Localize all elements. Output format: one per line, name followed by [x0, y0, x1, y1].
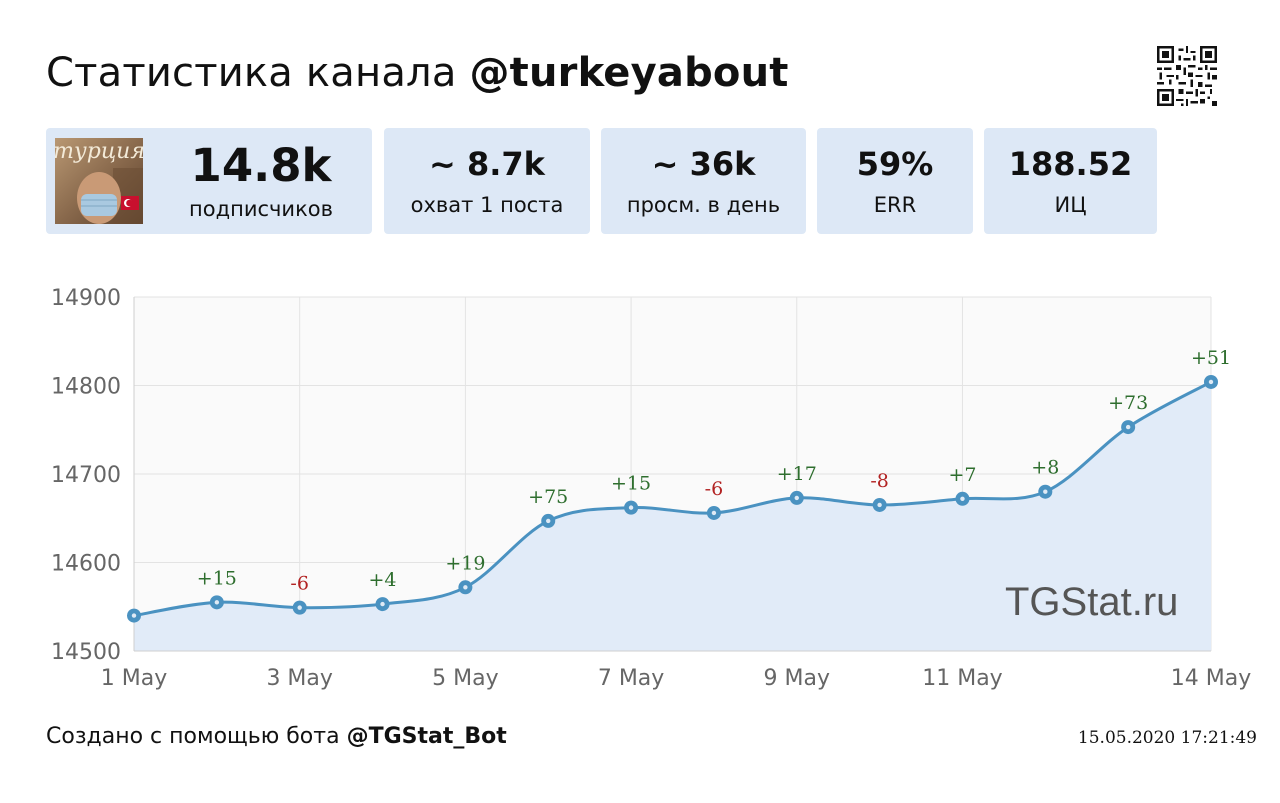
data-point-center	[546, 518, 551, 524]
x-tick-label: 1 May	[101, 666, 167, 691]
data-label: -8	[870, 470, 889, 492]
citation-index-value: 188.52	[1008, 145, 1133, 183]
daily-views-label: просм. в день	[626, 193, 781, 217]
channel-avatar-image: турция	[55, 138, 143, 224]
reach-label: охват 1 поста	[410, 193, 564, 217]
data-label: +7	[948, 464, 976, 486]
data-point-center	[463, 585, 468, 590]
y-tick-label: 14900	[51, 286, 121, 311]
x-tick-label: 7 May	[598, 666, 664, 691]
stat-card-daily-views: ~ 36k просм. в день	[601, 128, 806, 234]
qr-code-icon	[1157, 46, 1217, 106]
data-label: +4	[369, 569, 397, 591]
data-point-center	[214, 600, 220, 605]
data-point-center	[960, 496, 965, 501]
err-value: 59%	[856, 145, 934, 183]
x-tick-label: 9 May	[764, 666, 830, 691]
x-tick-label: 5 May	[432, 666, 498, 691]
stat-card-subscribers: турция 14.8k подписчиков	[46, 128, 372, 234]
y-tick-label: 14500	[51, 640, 121, 665]
stat-card-citation-index: 188.52 ИЦ	[984, 128, 1157, 234]
citation-index-label: ИЦ	[1054, 193, 1087, 217]
page-title: Статистика канала @turkeyabout	[46, 50, 789, 96]
series-area	[134, 381, 1211, 651]
data-label: +73	[1108, 392, 1148, 414]
footer-created-prefix: Создано с помощью бота	[46, 724, 340, 749]
subscribers-label: подписчиков	[189, 197, 333, 221]
y-tick-label: 14600	[51, 552, 121, 577]
data-point-center	[794, 495, 799, 501]
data-label: -6	[290, 573, 309, 595]
data-point-center	[711, 510, 717, 516]
data-point-center	[877, 502, 882, 508]
daily-views-value: ~ 36k	[651, 145, 756, 183]
y-tick-label: 14700	[51, 463, 121, 488]
data-label: +17	[777, 463, 817, 485]
data-point-center	[628, 505, 634, 510]
y-tick-label: 14800	[51, 375, 121, 400]
data-point-center	[1043, 489, 1048, 494]
data-label: +15	[611, 473, 651, 495]
reach-value: ~ 8.7k	[429, 145, 545, 183]
data-point-center	[131, 613, 137, 618]
data-point-center	[380, 601, 385, 607]
stat-card-err: 59% ERR	[817, 128, 973, 234]
data-label: +51	[1191, 347, 1231, 369]
data-label: +8	[1031, 457, 1059, 479]
x-tick-label: 11 May	[922, 666, 1002, 691]
subscribers-value: 14.8k	[190, 139, 332, 192]
footer-credit: Создано с помощью бота @TGStat_Bot	[46, 724, 507, 749]
x-tick-label: 14 May	[1171, 666, 1251, 691]
footer-bot-link[interactable]: @TGStat_Bot	[346, 724, 507, 749]
data-point-center	[1208, 379, 1214, 385]
data-point-center	[297, 605, 302, 610]
x-tick-label: 3 May	[266, 666, 332, 691]
title-prefix: Статистика канала	[46, 50, 457, 96]
avatar-text: турция	[55, 139, 143, 164]
channel-handle: @turkeyabout	[469, 50, 789, 96]
err-label: ERR	[873, 193, 917, 217]
data-label: +19	[445, 552, 485, 574]
data-label: +15	[197, 567, 237, 589]
data-label: -6	[705, 478, 724, 500]
tgstat-watermark: TGStat.ru	[1005, 580, 1179, 624]
data-point-center	[1125, 424, 1131, 430]
footer-timestamp: 15.05.2020 17:21:49	[1077, 728, 1257, 748]
data-label: +75	[528, 486, 568, 508]
stat-card-reach: ~ 8.7k охват 1 поста	[384, 128, 590, 234]
